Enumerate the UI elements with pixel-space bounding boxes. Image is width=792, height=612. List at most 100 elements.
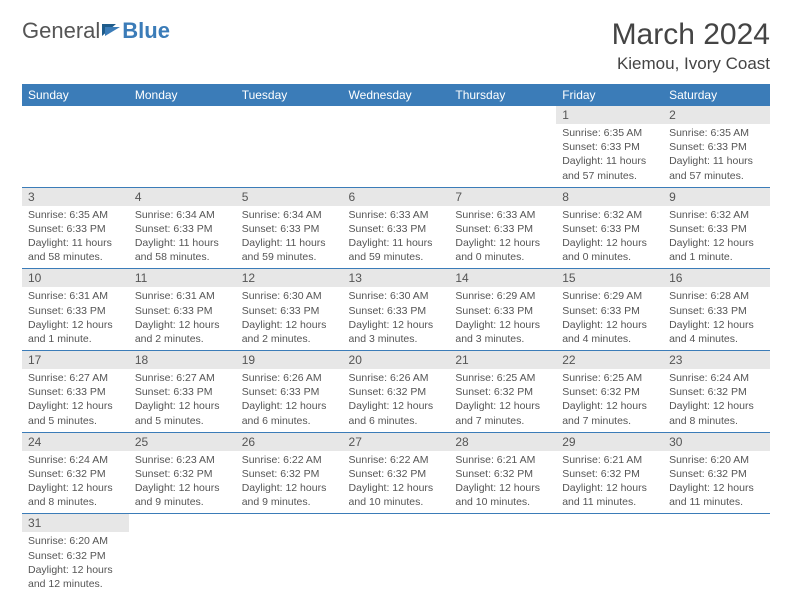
sunset-text: Sunset: 6:32 PM <box>349 385 444 399</box>
sunrise-text: Sunrise: 6:29 AM <box>562 289 657 303</box>
day-details: Sunrise: 6:34 AMSunset: 6:33 PMDaylight:… <box>129 206 236 269</box>
sunset-text: Sunset: 6:33 PM <box>242 222 337 236</box>
day-number: 10 <box>22 269 129 287</box>
calendar-cell: 16Sunrise: 6:28 AMSunset: 6:33 PMDayligh… <box>663 269 770 351</box>
sunset-text: Sunset: 6:33 PM <box>562 140 657 154</box>
month-title: March 2024 <box>612 18 770 52</box>
day-number: 26 <box>236 433 343 451</box>
day-details: Sunrise: 6:35 AMSunset: 6:33 PMDaylight:… <box>556 124 663 187</box>
weekday-header: Wednesday <box>343 84 450 106</box>
day-number: 27 <box>343 433 450 451</box>
sunrise-text: Sunrise: 6:26 AM <box>242 371 337 385</box>
day-details: Sunrise: 6:33 AMSunset: 6:33 PMDaylight:… <box>449 206 556 269</box>
day-details: Sunrise: 6:32 AMSunset: 6:33 PMDaylight:… <box>663 206 770 269</box>
sunrise-text: Sunrise: 6:32 AM <box>669 208 764 222</box>
day-number: 5 <box>236 188 343 206</box>
daylight-text: Daylight: 12 hours and 1 minute. <box>669 236 764 264</box>
calendar-row: 31Sunrise: 6:20 AMSunset: 6:32 PMDayligh… <box>22 514 770 595</box>
sunrise-text: Sunrise: 6:27 AM <box>135 371 230 385</box>
day-number: 16 <box>663 269 770 287</box>
day-number: 25 <box>129 433 236 451</box>
calendar-cell: 3Sunrise: 6:35 AMSunset: 6:33 PMDaylight… <box>22 187 129 269</box>
daylight-text: Daylight: 12 hours and 10 minutes. <box>455 481 550 509</box>
calendar-cell: 24Sunrise: 6:24 AMSunset: 6:32 PMDayligh… <box>22 432 129 514</box>
sunset-text: Sunset: 6:33 PM <box>28 385 123 399</box>
day-details: Sunrise: 6:25 AMSunset: 6:32 PMDaylight:… <box>449 369 556 432</box>
daylight-text: Daylight: 12 hours and 9 minutes. <box>242 481 337 509</box>
sunrise-text: Sunrise: 6:35 AM <box>562 126 657 140</box>
day-details: Sunrise: 6:30 AMSunset: 6:33 PMDaylight:… <box>343 287 450 350</box>
calendar-cell: 5Sunrise: 6:34 AMSunset: 6:33 PMDaylight… <box>236 187 343 269</box>
calendar-cell <box>22 106 129 187</box>
daylight-text: Daylight: 12 hours and 1 minute. <box>28 318 123 346</box>
day-details: Sunrise: 6:22 AMSunset: 6:32 PMDaylight:… <box>343 451 450 514</box>
day-number: 13 <box>343 269 450 287</box>
day-details: Sunrise: 6:25 AMSunset: 6:32 PMDaylight:… <box>556 369 663 432</box>
weekday-header: Tuesday <box>236 84 343 106</box>
header: General Blue March 2024 Kiemou, Ivory Co… <box>22 18 770 74</box>
calendar-cell: 22Sunrise: 6:25 AMSunset: 6:32 PMDayligh… <box>556 351 663 433</box>
daylight-text: Daylight: 11 hours and 58 minutes. <box>135 236 230 264</box>
day-details: Sunrise: 6:20 AMSunset: 6:32 PMDaylight:… <box>663 451 770 514</box>
sunrise-text: Sunrise: 6:21 AM <box>562 453 657 467</box>
day-number: 23 <box>663 351 770 369</box>
sunrise-text: Sunrise: 6:22 AM <box>242 453 337 467</box>
day-details: Sunrise: 6:34 AMSunset: 6:33 PMDaylight:… <box>236 206 343 269</box>
day-number: 22 <box>556 351 663 369</box>
day-number: 19 <box>236 351 343 369</box>
calendar-row: 1Sunrise: 6:35 AMSunset: 6:33 PMDaylight… <box>22 106 770 187</box>
sunrise-text: Sunrise: 6:33 AM <box>455 208 550 222</box>
weekday-header: Saturday <box>663 84 770 106</box>
sunrise-text: Sunrise: 6:20 AM <box>28 534 123 548</box>
calendar-cell: 26 Sunrise: 6:22 AMSunset: 6:32 PMDayligh… <box>236 432 343 514</box>
sunrise-text: Sunrise: 6:22 AM <box>349 453 444 467</box>
daylight-text: Daylight: 12 hours and 7 minutes. <box>562 399 657 427</box>
day-details: Sunrise: 6:35 AMSunset: 6:33 PMDaylight:… <box>663 124 770 187</box>
calendar-table: Sunday Monday Tuesday Wednesday Thursday… <box>22 84 770 595</box>
sunrise-text: Sunrise: 6:31 AM <box>28 289 123 303</box>
calendar-cell <box>556 514 663 595</box>
calendar-cell: 17Sunrise: 6:27 AMSunset: 6:33 PMDayligh… <box>22 351 129 433</box>
calendar-cell: 25Sunrise: 6:23 AMSunset: 6:32 PMDayligh… <box>129 432 236 514</box>
calendar-cell <box>663 514 770 595</box>
calendar-cell: 13Sunrise: 6:30 AMSunset: 6:33 PMDayligh… <box>343 269 450 351</box>
weekday-header: Thursday <box>449 84 556 106</box>
calendar-cell: 4Sunrise: 6:34 AMSunset: 6:33 PMDaylight… <box>129 187 236 269</box>
sunset-text: Sunset: 6:33 PM <box>669 140 764 154</box>
day-details: Sunrise: 6:21 AMSunset: 6:32 PMDaylight:… <box>556 451 663 514</box>
day-details: Sunrise: 6:24 AMSunset: 6:32 PMDaylight:… <box>22 451 129 514</box>
sunset-text: Sunset: 6:32 PM <box>242 467 337 481</box>
calendar-cell: 12Sunrise: 6:30 AMSunset: 6:33 PMDayligh… <box>236 269 343 351</box>
daylight-text: Daylight: 12 hours and 4 minutes. <box>562 318 657 346</box>
calendar-cell: 9Sunrise: 6:32 AMSunset: 6:33 PMDaylight… <box>663 187 770 269</box>
day-number: 7 <box>449 188 556 206</box>
location: Kiemou, Ivory Coast <box>612 54 770 74</box>
day-details: Sunrise: 6:23 AMSunset: 6:32 PMDaylight:… <box>129 451 236 514</box>
calendar-cell: 8Sunrise: 6:32 AMSunset: 6:33 PMDaylight… <box>556 187 663 269</box>
sunset-text: Sunset: 6:32 PM <box>28 467 123 481</box>
daylight-text: Daylight: 12 hours and 5 minutes. <box>28 399 123 427</box>
daylight-text: Daylight: 11 hours and 59 minutes. <box>242 236 337 264</box>
logo-text-2: Blue <box>122 18 170 44</box>
day-details: Sunrise: 6:24 AMSunset: 6:32 PMDaylight:… <box>663 369 770 432</box>
sunset-text: Sunset: 6:33 PM <box>562 304 657 318</box>
sunset-text: Sunset: 6:33 PM <box>242 385 337 399</box>
sunrise-text: Sunrise: 6:29 AM <box>455 289 550 303</box>
day-details: Sunrise: 6:32 AMSunset: 6:33 PMDaylight:… <box>556 206 663 269</box>
calendar-cell: 11Sunrise: 6:31 AMSunset: 6:33 PMDayligh… <box>129 269 236 351</box>
day-number: 21 <box>449 351 556 369</box>
calendar-cell <box>129 106 236 187</box>
sunrise-text: Sunrise: 6:23 AM <box>135 453 230 467</box>
daylight-text: Daylight: 12 hours and 7 minutes. <box>455 399 550 427</box>
day-details: Sunrise: 6:33 AMSunset: 6:33 PMDaylight:… <box>343 206 450 269</box>
day-number: 4 <box>129 188 236 206</box>
calendar-cell: 31Sunrise: 6:20 AMSunset: 6:32 PMDayligh… <box>22 514 129 595</box>
daylight-text: Daylight: 12 hours and 11 minutes. <box>669 481 764 509</box>
day-details: Sunrise: 6:26 AMSunset: 6:32 PMDaylight:… <box>343 369 450 432</box>
day-number: 9 <box>663 188 770 206</box>
day-number: 17 <box>22 351 129 369</box>
sunrise-text: Sunrise: 6:30 AM <box>349 289 444 303</box>
calendar-cell <box>449 514 556 595</box>
weekday-header: Monday <box>129 84 236 106</box>
day-details: Sunrise: 6:29 AMSunset: 6:33 PMDaylight:… <box>449 287 556 350</box>
